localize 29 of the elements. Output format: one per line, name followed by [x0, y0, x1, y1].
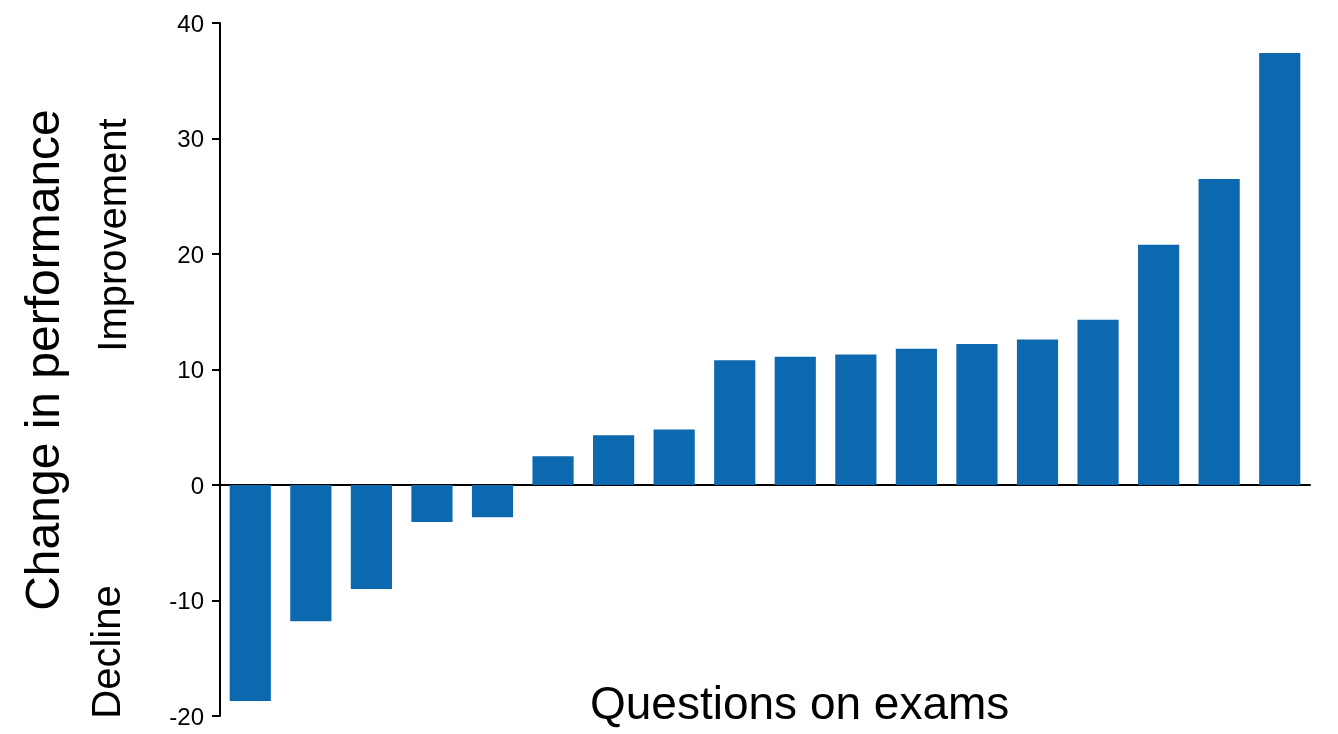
text: Decline: [84, 585, 128, 719]
y-tick-label: 0: [190, 471, 204, 499]
bar: [1077, 319, 1119, 485]
y-tick-label: -10: [169, 587, 204, 614]
bar: [411, 485, 453, 522]
bar: [229, 485, 271, 701]
y-tick-label: 10: [177, 356, 204, 383]
bar: [895, 348, 937, 485]
bar: [1138, 244, 1180, 485]
bar: [290, 485, 332, 622]
bar: [350, 485, 392, 589]
bar: [1259, 53, 1301, 485]
y-axis-title: Change in performance: [15, 109, 69, 611]
bar: [1016, 339, 1059, 485]
bar: [956, 344, 998, 485]
bar: [653, 429, 695, 485]
y-tick-label: -20: [169, 702, 204, 730]
bar: [835, 354, 877, 485]
bar: [593, 435, 635, 485]
text: Improvement: [90, 118, 134, 352]
y-tick-label: 40: [177, 9, 204, 37]
bar: [714, 360, 756, 485]
bar: [471, 485, 514, 518]
y-tick-label: 20: [177, 240, 204, 268]
bar: [774, 356, 816, 485]
bar: [1198, 178, 1240, 485]
y-tick-label: 30: [177, 125, 204, 152]
x-axis-title: Questions on exams: [590, 677, 1010, 729]
bar: [532, 456, 574, 485]
